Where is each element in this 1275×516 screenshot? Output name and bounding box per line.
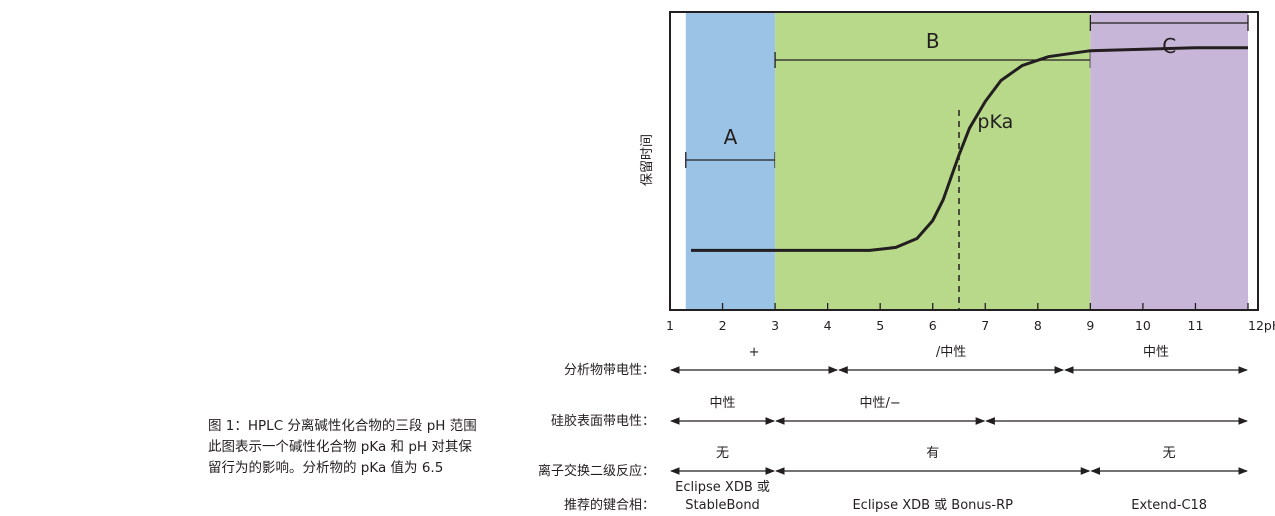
region-c-bracket — [1089, 15, 1249, 31]
x-tick-label: 7 — [981, 318, 989, 333]
range-label: /中性 — [936, 345, 966, 360]
x-tick-label: 1 — [666, 318, 674, 333]
x-tick-label: 9 — [1086, 318, 1094, 333]
x-tick-label: 3 — [771, 318, 779, 333]
caption-line: 留行为的影响。分析物的 pKa 值为 6.5 — [208, 460, 444, 476]
x-tick-label: 2 — [719, 318, 727, 333]
range-label: 无 — [1163, 446, 1176, 461]
x-tick-label: 10 — [1135, 318, 1151, 333]
region-c-label: C — [1162, 34, 1176, 58]
bonded-phase-label: Eclipse XDB 或 Bonus-RP — [852, 498, 1013, 513]
caption-line: 图 1：HPLC 分离碱性化合物的三段 pH 范围 — [208, 418, 477, 434]
x-tick-label: 11 — [1188, 318, 1204, 333]
row-label: 硅胶表面带电性： — [551, 413, 655, 429]
x-tick-label: 8 — [1034, 318, 1042, 333]
x-tick-label: 6 — [929, 318, 937, 333]
region-b — [775, 12, 1091, 310]
row-label: 推荐的键合相： — [564, 497, 655, 513]
bonded-phase-label: Eclipse XDB 或 — [675, 480, 770, 495]
region-b-label: B — [926, 29, 940, 53]
y-axis-label: 保留时间 — [640, 134, 655, 186]
region-a-label: A — [724, 125, 738, 149]
row-label: 分析物带电性： — [564, 363, 655, 378]
bonded-phase-label: Extend-C18 — [1131, 498, 1207, 513]
range-label: 中性 — [1143, 345, 1169, 360]
region-a — [685, 12, 776, 310]
range-label: 中性 — [710, 396, 736, 411]
region-c — [1090, 12, 1248, 310]
range-label: + — [749, 345, 760, 360]
x-tick-label: 4 — [824, 318, 832, 333]
plot-frame — [669, 11, 1259, 311]
bonded-phase-label: StableBond — [685, 498, 760, 513]
x-tick-label: 5 — [876, 318, 884, 333]
x-tick-label: 12pH — [1248, 318, 1275, 333]
range-label: 无 — [716, 446, 729, 461]
range-label: 中性/− — [860, 396, 901, 411]
caption-line: 此图表示一个碱性化合物 pKa 和 pH 对其保 — [208, 439, 472, 455]
figure-caption: 图 1：HPLC 分离碱性化合物的三段 pH 范围 此图表示一个碱性化合物 pK… — [208, 416, 548, 479]
row-label: 离子交换二级反应： — [538, 463, 655, 479]
range-label: 有 — [926, 446, 939, 461]
pka-label: pKa — [977, 111, 1013, 133]
